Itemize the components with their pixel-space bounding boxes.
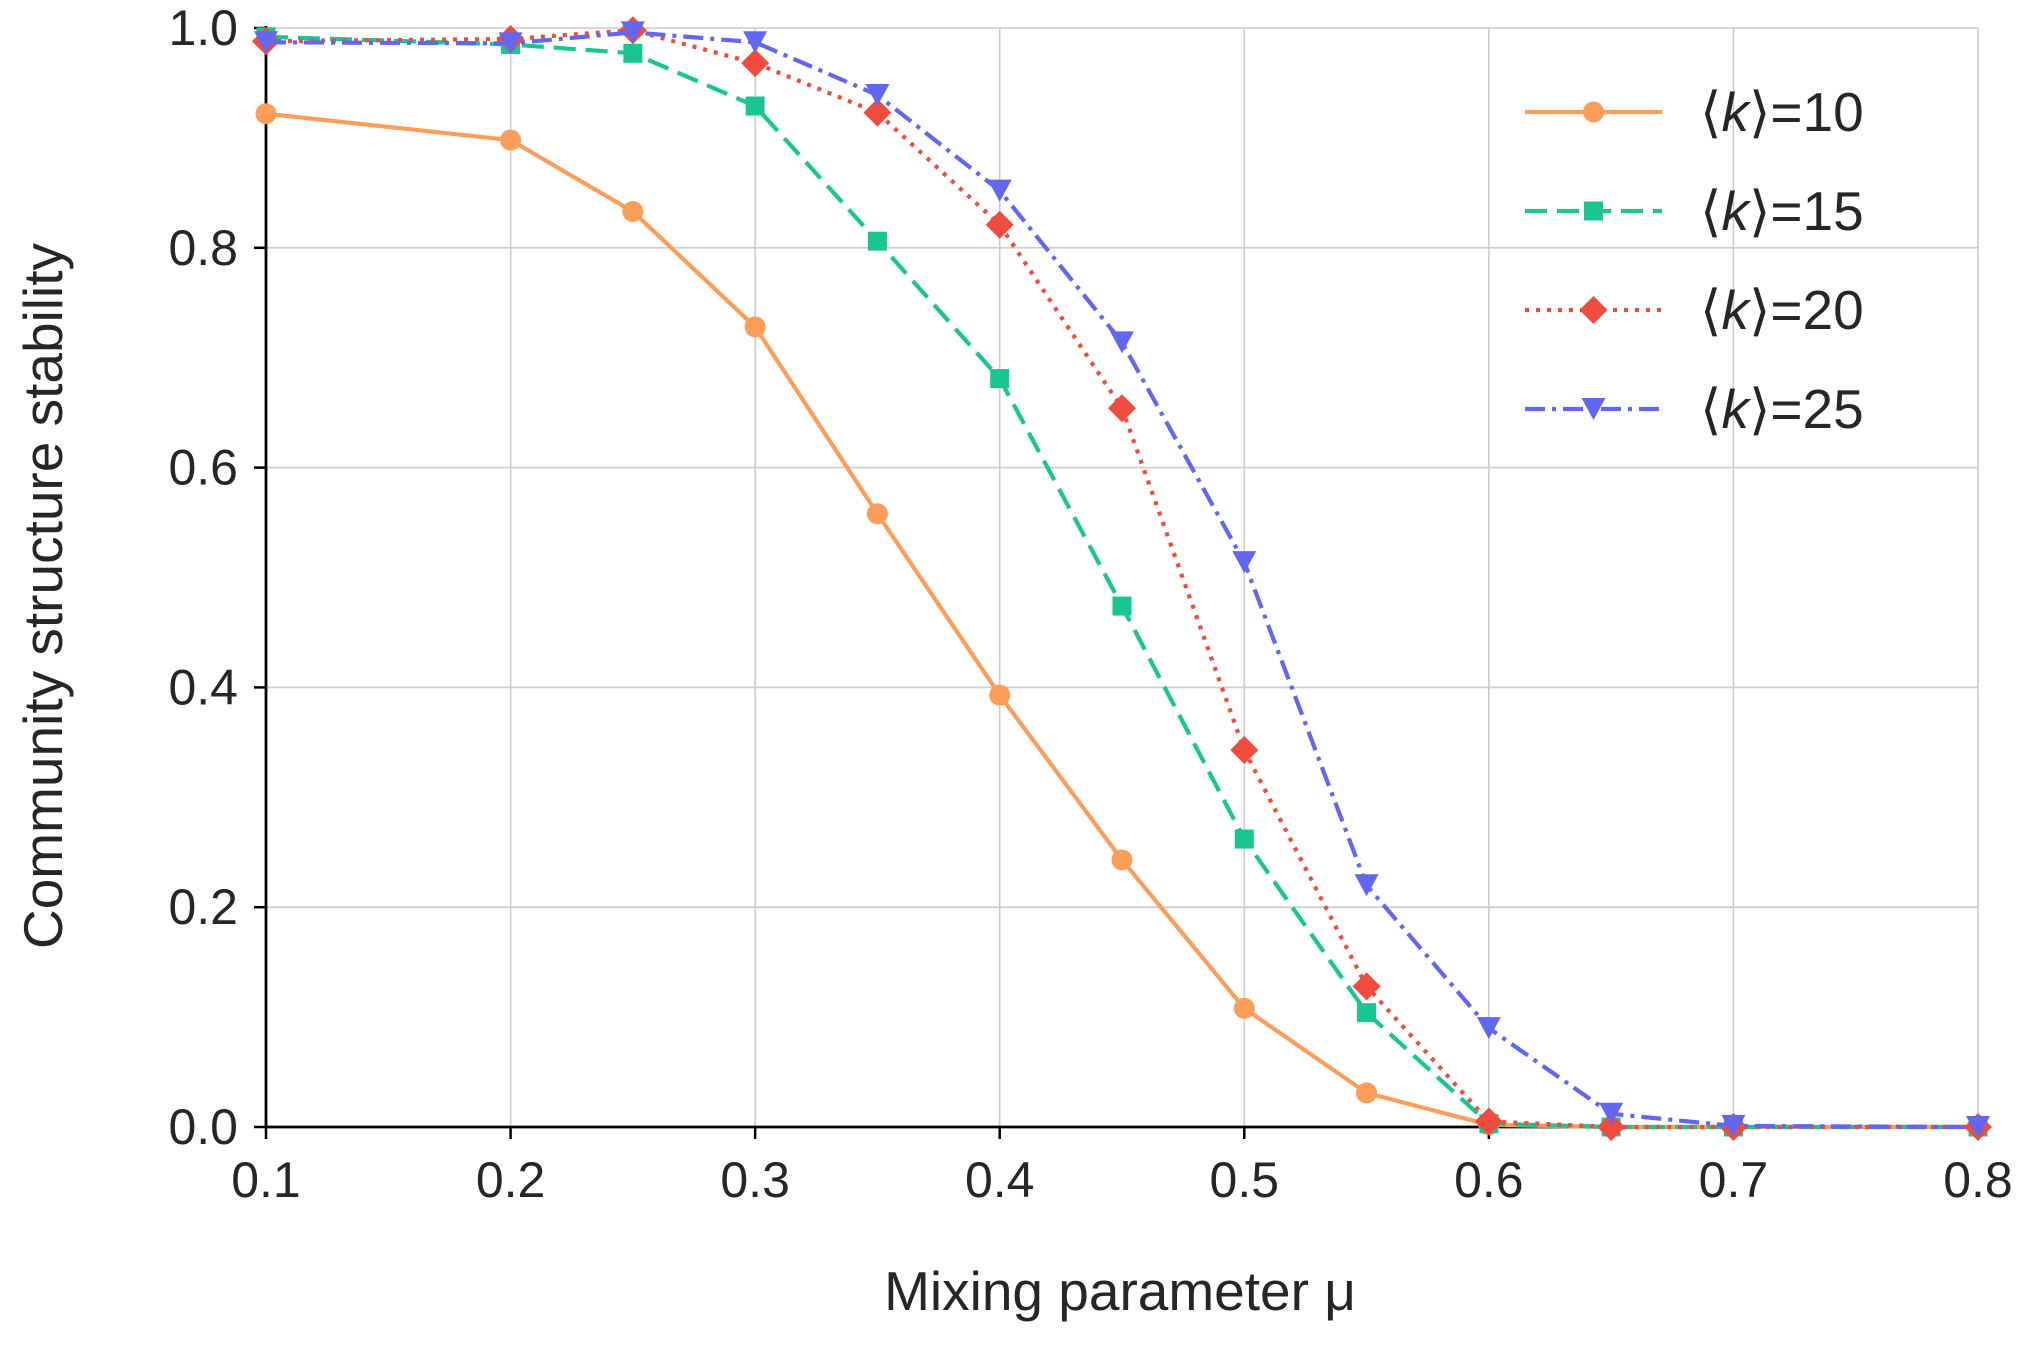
data-point xyxy=(255,103,277,125)
y-tick-label: 0.6 xyxy=(168,440,238,496)
data-point xyxy=(1599,1102,1624,1125)
x-tick-label: 0.4 xyxy=(965,1152,1035,1208)
data-point xyxy=(1232,551,1257,574)
legend-label-value: ⟩=15 xyxy=(1749,180,1864,242)
x-axis-title: Mixing parameter μ xyxy=(884,1260,1356,1322)
x-tick-label: 0.7 xyxy=(1699,1152,1769,1208)
legend-entry-1: ⟨k⟩=15 xyxy=(1525,180,1864,242)
legend-label: ⟨k⟩=20 xyxy=(1700,279,1864,341)
data-point xyxy=(1112,596,1132,616)
legend-marker xyxy=(1583,101,1604,123)
legend-marker xyxy=(1584,201,1603,221)
y-tick-label: 0.4 xyxy=(168,659,238,715)
legend-label: ⟨k⟩=25 xyxy=(1700,378,1864,440)
data-point xyxy=(1108,394,1136,423)
legend-label-value: ⟩=20 xyxy=(1749,279,1864,341)
data-point xyxy=(743,31,768,54)
legend-label-variable: k xyxy=(1721,180,1751,242)
x-tick-label: 0.2 xyxy=(476,1152,546,1208)
legend-label-variable: k xyxy=(1721,378,1751,440)
ticks: 0.1 0.2 0.3 0.4 0.5 0.6 0.7 0.8 0.0 0.2 0.4 0.6 0.8 1… xyxy=(168,0,2012,1208)
legend-label-variable: k xyxy=(1721,81,1751,143)
legend-label-bracket: ⟨ xyxy=(1700,378,1721,440)
data-point xyxy=(1597,1113,1626,1141)
legend-label-value: ⟩=25 xyxy=(1749,378,1864,440)
data-point xyxy=(1234,829,1254,849)
legend-entry-0: ⟨k⟩=10 xyxy=(1525,81,1864,143)
data-point xyxy=(987,179,1012,202)
legend-label-bracket: ⟨ xyxy=(1700,279,1721,341)
data-point xyxy=(1352,972,1381,1001)
x-tick-label: 0.1 xyxy=(231,1152,301,1208)
legend-label-variable: k xyxy=(1721,279,1751,341)
y-tick-label: 0.8 xyxy=(168,220,238,276)
y-tick-label: 1.0 xyxy=(168,0,238,56)
data-point xyxy=(985,210,1014,239)
y-tick-label: 0.0 xyxy=(168,1099,238,1155)
legend-marker xyxy=(1581,398,1606,420)
data-point xyxy=(1476,1017,1501,1040)
data-point xyxy=(1721,1114,1746,1137)
data-point xyxy=(990,369,1010,389)
data-point xyxy=(1230,736,1259,765)
data-point xyxy=(620,21,645,44)
data-point xyxy=(1111,849,1133,871)
legend-marker xyxy=(1579,296,1608,324)
series-3 xyxy=(254,21,1990,1138)
legend-label: ⟨k⟩=10 xyxy=(1700,81,1864,143)
data-point xyxy=(1110,331,1134,354)
data-point xyxy=(745,96,765,116)
y-axis-title: Community structure stability xyxy=(12,242,74,949)
y-tick-label: 0.2 xyxy=(168,879,238,935)
data-point xyxy=(865,84,890,107)
data-point xyxy=(622,201,644,223)
legend-label-bracket: ⟨ xyxy=(1700,180,1721,242)
data-point xyxy=(741,49,770,78)
data-point xyxy=(1354,874,1379,897)
x-tick-label: 0.6 xyxy=(1454,1152,1524,1208)
data-point xyxy=(989,684,1011,706)
data-point xyxy=(1474,1107,1503,1136)
data-point xyxy=(867,231,887,251)
legend: ⟨k⟩=10⟨k⟩=15⟨k⟩=20⟨k⟩=25 xyxy=(1525,81,1864,440)
legend-entry-2: ⟨k⟩=20 xyxy=(1525,279,1864,341)
data-point xyxy=(1357,1003,1377,1023)
data-point xyxy=(744,316,766,338)
x-tick-label: 0.5 xyxy=(1210,1152,1280,1208)
x-tick-label: 0.8 xyxy=(1943,1152,2013,1208)
legend-label: ⟨k⟩=15 xyxy=(1700,180,1864,242)
legend-label-value: ⟩=10 xyxy=(1749,81,1864,143)
x-tick-label: 0.3 xyxy=(720,1152,790,1208)
data-point xyxy=(1233,997,1255,1019)
data-point xyxy=(498,32,523,55)
data-point xyxy=(1356,1082,1378,1104)
data-point xyxy=(866,503,888,525)
data-point xyxy=(254,31,278,54)
legend-label-bracket: ⟨ xyxy=(1700,81,1721,143)
legend-entry-3: ⟨k⟩=25 xyxy=(1525,378,1864,440)
data-point xyxy=(500,129,522,151)
data-point xyxy=(1966,1116,1990,1138)
data-point xyxy=(863,98,892,127)
data-point xyxy=(623,43,643,63)
series-layer xyxy=(252,16,1992,1141)
